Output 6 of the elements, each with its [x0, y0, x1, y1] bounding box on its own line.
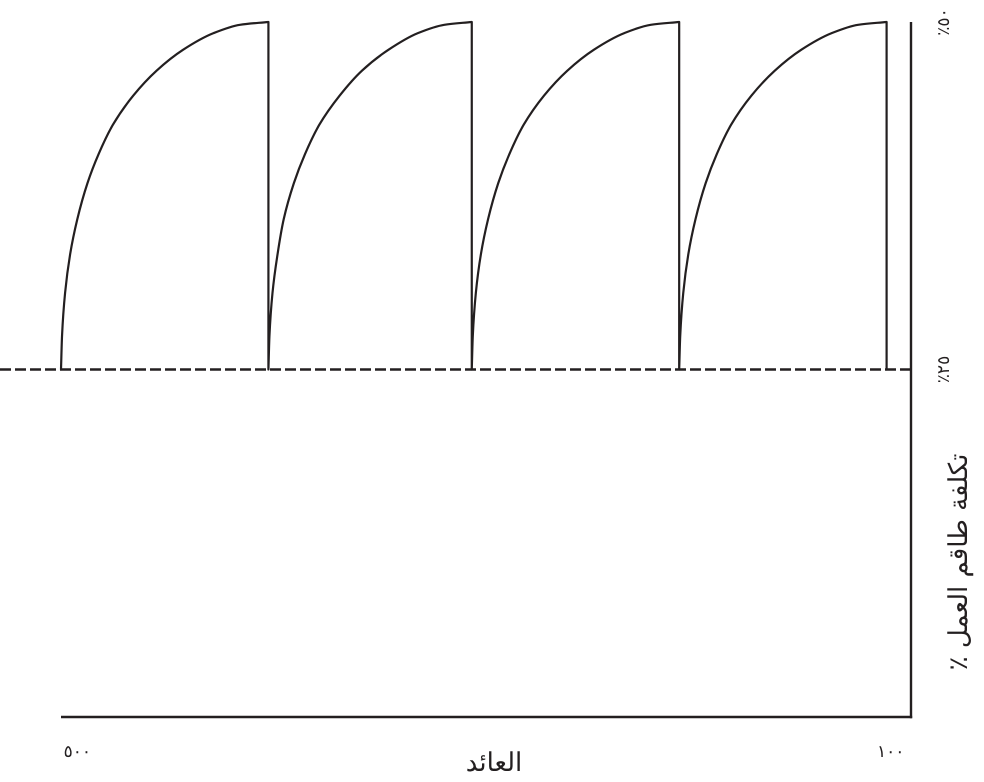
x-tick-label: ٥٠٠ — [64, 742, 91, 762]
y-tick-label: ٢٥٪ — [934, 356, 954, 384]
y-tick-label: ٥٠٪ — [934, 8, 954, 36]
xlabel: العائد — [466, 748, 522, 778]
x-tick-label: ١٠٠ — [876, 742, 904, 762]
ylabel: تكلفة طاقم العمل ٪ — [944, 454, 974, 670]
